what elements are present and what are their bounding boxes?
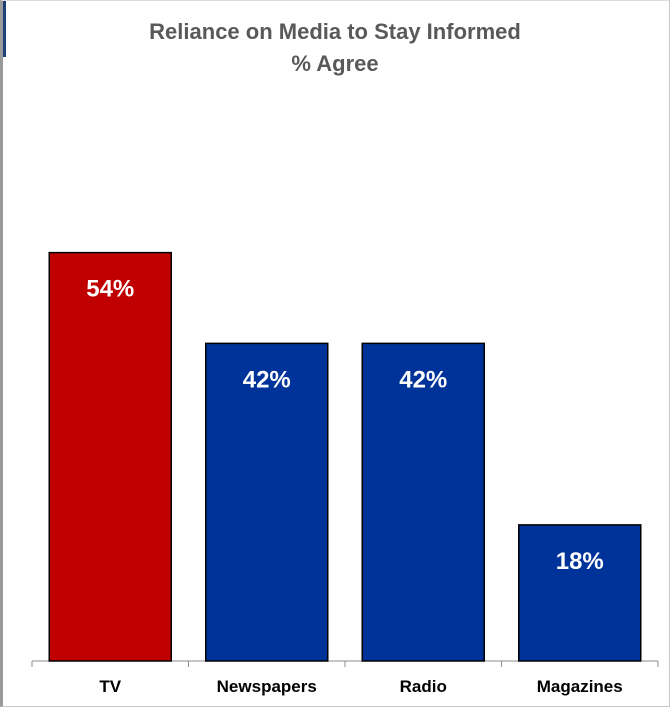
bar-magazines — [518, 524, 642, 662]
bar-newspapers — [205, 342, 329, 662]
bar-tv — [48, 251, 172, 662]
data-label: 18% — [556, 548, 604, 575]
data-label: 42% — [399, 366, 447, 393]
bar-radio — [361, 342, 485, 662]
data-label: 42% — [243, 366, 291, 393]
category-label: TV — [99, 677, 121, 696]
category-label: Radio — [400, 677, 447, 696]
category-label: Newspapers — [217, 677, 317, 696]
chart-title: Reliance on Media to Stay Informed — [149, 19, 521, 44]
data-label: 54% — [86, 276, 134, 303]
edge-accent — [3, 1, 6, 57]
chart-subtitle: % Agree — [291, 51, 379, 76]
chart-title-block: Reliance on Media to Stay Informed % Agr… — [0, 16, 670, 80]
category-label: Magazines — [537, 677, 623, 696]
